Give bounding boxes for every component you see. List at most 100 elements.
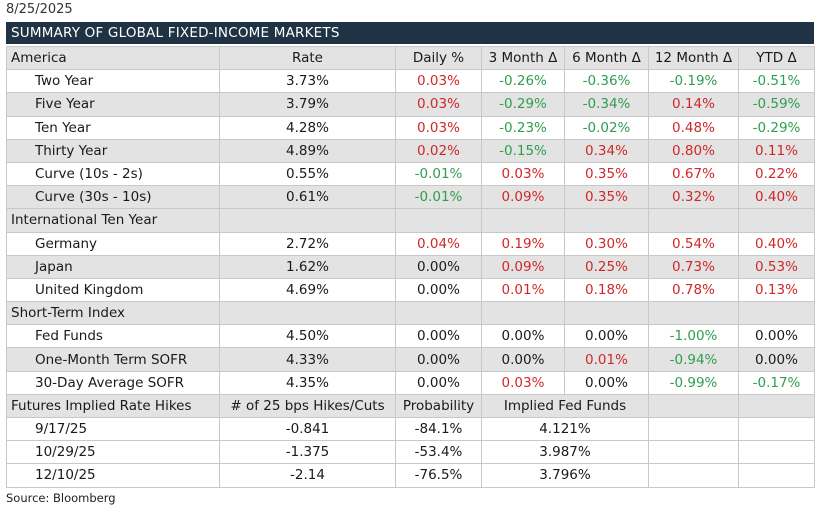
- empty-cell: [481, 208, 565, 233]
- change-cell: -1.00%: [648, 324, 739, 349]
- row-label: Fed Funds: [6, 324, 220, 349]
- row-label: Germany: [6, 231, 220, 256]
- change-cell: -0.02%: [564, 115, 649, 140]
- change-cell: -0.59%: [738, 92, 815, 117]
- change-cell: -0.15%: [481, 138, 565, 163]
- change-cell: 0.00%: [564, 324, 649, 349]
- rate-cell: 3.73%: [219, 69, 396, 94]
- futures-header: Probability: [395, 393, 482, 419]
- change-cell: -0.99%: [648, 370, 739, 395]
- change-cell: 0.11%: [738, 138, 815, 163]
- source-note: Source: Bloomberg: [6, 491, 116, 505]
- column-header: America: [6, 45, 220, 71]
- change-cell: -0.29%: [481, 92, 565, 117]
- futures-probability: -53.4%: [395, 440, 482, 465]
- change-cell: 0.54%: [648, 231, 739, 256]
- change-cell: 0.00%: [481, 324, 565, 349]
- futures-implied: 4.121%: [481, 416, 649, 442]
- futures-hikes: -0.841: [219, 416, 396, 442]
- change-cell: 0.18%: [564, 277, 649, 303]
- change-cell: 0.03%: [395, 92, 482, 117]
- change-cell: 0.40%: [738, 185, 815, 210]
- change-cell: 0.14%: [648, 92, 739, 117]
- futures-date: 12/10/25: [6, 463, 220, 488]
- change-cell: 0.03%: [395, 69, 482, 94]
- section-label: Short-Term Index: [6, 301, 220, 326]
- futures-hikes: -1.375: [219, 440, 396, 465]
- change-cell: 0.01%: [564, 347, 649, 372]
- row-label: Curve (30s - 10s): [6, 185, 220, 210]
- column-header: 3 Month Δ: [481, 45, 565, 71]
- section-row: Short-Term Index: [6, 301, 815, 326]
- rate-cell: 4.69%: [219, 277, 396, 303]
- row-label: Five Year: [6, 92, 220, 117]
- table-row: Ten Year 4.28% 0.03% -0.23% -0.02% 0.48% -0.29…: [6, 115, 815, 140]
- table-row: Japan 1.62% 0.00% 0.09% 0.25% 0.73% 0.53%: [6, 254, 815, 279]
- rate-cell: 1.62%: [219, 254, 396, 279]
- futures-probability: -84.1%: [395, 416, 482, 442]
- change-cell: 0.03%: [481, 161, 565, 187]
- column-header: Daily %: [395, 45, 482, 71]
- change-cell: -0.01%: [395, 185, 482, 210]
- rate-cell: 4.28%: [219, 115, 396, 140]
- futures-date: 9/17/25: [6, 416, 220, 442]
- table-row: 9/17/25 -0.841 -84.1% 4.121%: [6, 416, 815, 442]
- empty-cell: [481, 301, 565, 326]
- change-cell: 0.80%: [648, 138, 739, 163]
- row-label: 30-Day Average SOFR: [6, 370, 220, 395]
- column-header: 12 Month Δ: [648, 45, 739, 71]
- row-label: Ten Year: [6, 115, 220, 140]
- table-row: Thirty Year 4.89% 0.02% -0.15% 0.34% 0.80% 0.1…: [6, 138, 815, 163]
- change-cell: 0.00%: [738, 324, 815, 349]
- report-date: 8/25/2025: [6, 2, 73, 17]
- column-header: YTD Δ: [738, 45, 815, 71]
- change-cell: 0.19%: [481, 231, 565, 256]
- rate-cell: 2.72%: [219, 231, 396, 256]
- empty-cell: [648, 393, 739, 419]
- change-cell: 0.35%: [564, 185, 649, 210]
- change-cell: 0.40%: [738, 231, 815, 256]
- empty-cell: [738, 440, 815, 465]
- rate-cell: 4.50%: [219, 324, 396, 349]
- change-cell: -0.36%: [564, 69, 649, 94]
- empty-cell: [395, 301, 482, 326]
- rate-cell: 3.79%: [219, 92, 396, 117]
- change-cell: -0.19%: [648, 69, 739, 94]
- empty-cell: [738, 208, 815, 233]
- change-cell: 0.09%: [481, 185, 565, 210]
- empty-cell: [564, 208, 649, 233]
- futures-probability: -76.5%: [395, 463, 482, 488]
- futures-implied: 3.987%: [481, 440, 649, 465]
- rate-cell: 0.55%: [219, 161, 396, 187]
- table-row: 10/29/25 -1.375 -53.4% 3.987%: [6, 440, 815, 465]
- change-cell: -0.94%: [648, 347, 739, 372]
- column-header: 6 Month Δ: [564, 45, 649, 71]
- empty-cell: [219, 301, 396, 326]
- futures-header-row: Futures Implied Rate Hikes # of 25 bps Hi…: [6, 393, 815, 419]
- change-cell: -0.26%: [481, 69, 565, 94]
- change-cell: 0.53%: [738, 254, 815, 279]
- change-cell: 0.00%: [564, 370, 649, 395]
- empty-cell: [219, 208, 396, 233]
- row-label: Curve (10s - 2s): [6, 161, 220, 187]
- change-cell: 0.73%: [648, 254, 739, 279]
- futures-header: Futures Implied Rate Hikes: [6, 393, 220, 419]
- change-cell: -0.17%: [738, 370, 815, 395]
- empty-cell: [738, 393, 815, 419]
- change-cell: 0.00%: [395, 370, 482, 395]
- change-cell: -0.23%: [481, 115, 565, 140]
- table-row: United Kingdom 4.69% 0.00% 0.01% 0.18% 0.78% 0…: [6, 277, 815, 303]
- section-label: International Ten Year: [6, 208, 220, 233]
- change-cell: 0.00%: [395, 347, 482, 372]
- empty-cell: [564, 301, 649, 326]
- change-cell: 0.78%: [648, 277, 739, 303]
- empty-cell: [738, 416, 815, 442]
- change-cell: 0.32%: [648, 185, 739, 210]
- futures-hikes: -2.14: [219, 463, 396, 488]
- change-cell: 0.00%: [395, 254, 482, 279]
- change-cell: 0.09%: [481, 254, 565, 279]
- change-cell: 0.34%: [564, 138, 649, 163]
- futures-header: Implied Fed Funds: [481, 393, 649, 419]
- change-cell: -0.01%: [395, 161, 482, 187]
